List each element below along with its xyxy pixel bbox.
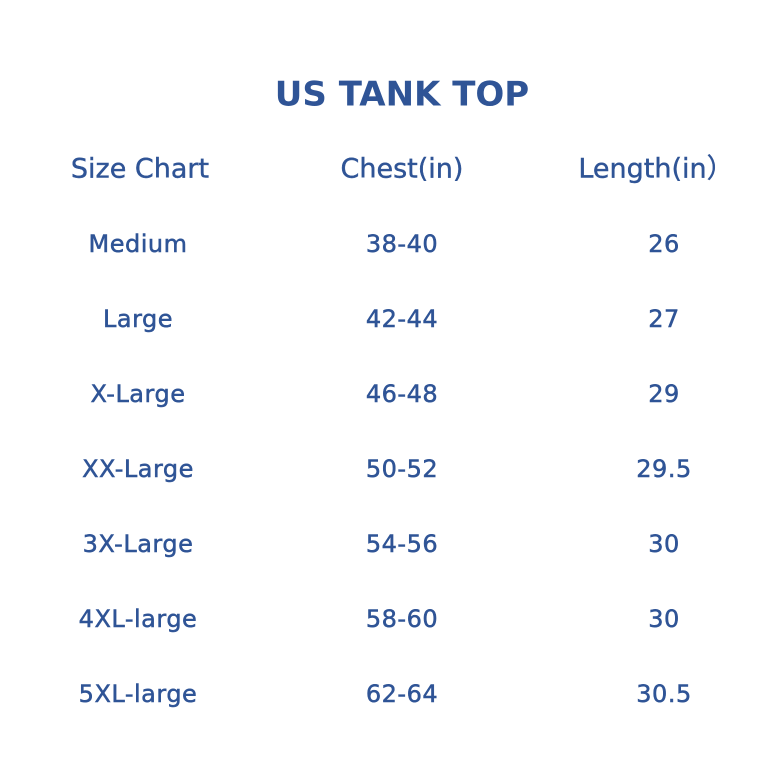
table-cell: 30 xyxy=(648,605,680,633)
column-header: Size Chart xyxy=(71,154,209,185)
column-header: Chest(in) xyxy=(341,154,464,185)
column-header: Length(in） xyxy=(578,154,733,185)
table-cell: 30.5 xyxy=(636,680,691,708)
table-cell: 30 xyxy=(648,530,680,558)
table-cell: 29.5 xyxy=(636,455,691,483)
table-cell: XX-Large xyxy=(82,455,194,483)
table-cell: 26 xyxy=(648,230,680,258)
table-cell: 54-56 xyxy=(366,530,438,558)
table-cell: X-Large xyxy=(91,380,186,408)
title: US TANK TOP xyxy=(275,75,529,115)
table-cell: 38-40 xyxy=(366,230,438,258)
table-cell: 3X-Large xyxy=(83,530,194,558)
table-cell: 50-52 xyxy=(366,455,438,483)
table-cell: 46-48 xyxy=(366,380,438,408)
table-cell: 4XL-large xyxy=(79,605,198,633)
table-cell: 58-60 xyxy=(366,605,438,633)
table-cell: 29 xyxy=(648,380,680,408)
table-cell: 42-44 xyxy=(366,305,438,333)
table-cell: 27 xyxy=(648,305,680,333)
table-cell: 62-64 xyxy=(366,680,438,708)
table-cell: 5XL-large xyxy=(79,680,198,708)
table-cell: Medium xyxy=(89,230,188,258)
table-cell: Large xyxy=(103,305,173,333)
